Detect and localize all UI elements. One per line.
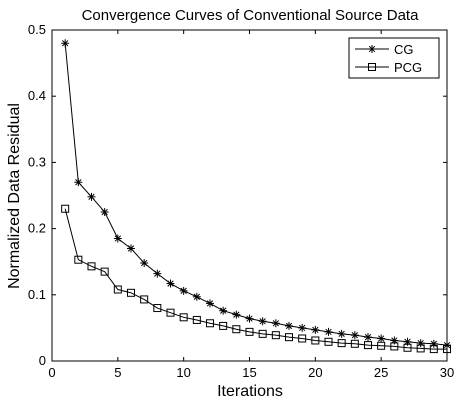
data-point-cg — [350, 331, 359, 340]
data-point-pcg — [74, 255, 83, 264]
data-point-pcg — [232, 325, 241, 334]
data-point-pcg — [271, 331, 280, 340]
data-point-cg — [285, 321, 293, 330]
data-point-cg — [140, 259, 149, 268]
x-tick-label: 0 — [48, 365, 55, 380]
data-point-cg — [206, 299, 214, 308]
data-point-pcg — [311, 336, 320, 345]
data-point-cg — [74, 178, 83, 187]
data-point-cg — [245, 314, 254, 323]
y-tick-label: 0.1 — [28, 287, 46, 302]
legend-marker-pcg — [368, 63, 376, 71]
data-point-pcg — [364, 341, 372, 350]
data-point-cg — [87, 192, 96, 201]
series-line-pcg — [64, 208, 447, 350]
data-point-cg — [298, 323, 307, 332]
y-axis-label: Normalized Data Residual — [6, 103, 23, 289]
data-point-cg — [100, 208, 109, 217]
data-point-cg — [166, 279, 175, 288]
plot-frame — [51, 29, 448, 362]
data-point-pcg — [429, 345, 438, 354]
x-tick-label: 25 — [374, 365, 388, 380]
data-point-cg — [192, 292, 201, 301]
x-axis-label: Iterations — [217, 383, 283, 400]
y-tick-label: 0.3 — [28, 154, 46, 169]
legend-label-cg: CG — [394, 42, 414, 57]
data-point-pcg — [245, 327, 254, 336]
data-point-pcg — [153, 304, 162, 313]
data-point-cg — [337, 329, 346, 338]
data-point-pcg — [219, 321, 228, 330]
data-point-pcg — [443, 345, 451, 354]
data-point-cg — [153, 269, 162, 278]
x-tick-label: 10 — [176, 365, 190, 380]
x-tick-label: 30 — [440, 365, 454, 380]
data-point-pcg — [350, 339, 359, 348]
x-tick-label: 20 — [308, 365, 322, 380]
data-point-cg — [258, 317, 267, 326]
data-point-pcg — [113, 285, 122, 294]
legend-box — [348, 37, 440, 79]
y-tick-label: 0.5 — [28, 22, 46, 37]
data-point-cg — [377, 334, 386, 343]
data-point-cg — [232, 310, 241, 319]
data-point-pcg — [166, 308, 175, 317]
data-point-cg — [311, 325, 320, 334]
data-point-pcg — [140, 295, 149, 304]
data-point-pcg — [127, 288, 135, 297]
data-point-cg — [61, 39, 70, 48]
legend-marker-cg — [368, 45, 376, 53]
data-point-cg — [390, 336, 399, 345]
data-point-pcg — [87, 262, 96, 271]
legend-label-pcg: PCG — [394, 60, 422, 75]
data-point-cg — [219, 306, 228, 315]
data-point-pcg — [377, 341, 386, 350]
data-point-pcg — [298, 334, 307, 343]
data-point-pcg — [390, 342, 399, 351]
chart-title: Convergence Curves of Conventional Sourc… — [82, 7, 420, 24]
data-point-pcg — [192, 315, 201, 324]
data-point-cg — [179, 286, 188, 295]
y-tick-label: 0.2 — [28, 221, 46, 236]
data-point-pcg — [61, 204, 70, 213]
data-point-cg — [429, 339, 438, 348]
data-point-pcg — [403, 343, 412, 352]
data-point-pcg — [206, 319, 214, 328]
data-point-cg — [416, 339, 425, 348]
data-point-pcg — [285, 333, 293, 342]
y-tick-label: 0.4 — [28, 88, 46, 103]
data-point-pcg — [100, 267, 109, 276]
data-point-pcg — [258, 329, 267, 338]
data-point-cg — [271, 319, 280, 328]
data-point-pcg — [416, 344, 425, 353]
data-point-pcg — [324, 337, 333, 346]
data-point-cg — [127, 244, 135, 253]
data-point-cg — [324, 327, 333, 336]
data-point-pcg — [179, 313, 188, 322]
data-point-cg — [364, 333, 372, 342]
x-tick-label: 5 — [114, 365, 121, 380]
data-point-pcg — [337, 339, 346, 348]
x-tick-label: 15 — [242, 365, 256, 380]
data-point-cg — [113, 234, 122, 243]
y-tick-label: 0 — [39, 353, 46, 368]
